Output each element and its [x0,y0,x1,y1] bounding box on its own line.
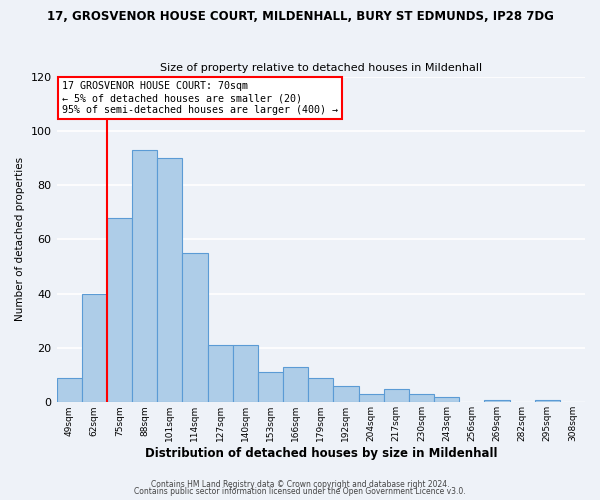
Bar [56,378,82,402]
Text: Contains HM Land Registry data © Crown copyright and database right 2024.: Contains HM Land Registry data © Crown c… [151,480,449,489]
Bar [258,372,283,402]
X-axis label: Distribution of detached houses by size in Mildenhall: Distribution of detached houses by size … [145,447,497,460]
Bar [334,386,359,402]
Text: Contains public sector information licensed under the Open Government Licence v3: Contains public sector information licen… [134,487,466,496]
Y-axis label: Number of detached properties: Number of detached properties [15,158,25,322]
Bar [383,388,409,402]
Bar [132,150,157,403]
Bar [182,253,208,402]
Bar [82,294,107,403]
Text: 17 GROSVENOR HOUSE COURT: 70sqm
← 5% of detached houses are smaller (20)
95% of : 17 GROSVENOR HOUSE COURT: 70sqm ← 5% of … [62,82,338,114]
Bar [484,400,509,402]
Bar [535,400,560,402]
Bar [233,346,258,403]
Bar [157,158,182,402]
Bar [359,394,383,402]
Bar [434,397,459,402]
Bar [208,346,233,403]
Text: 17, GROSVENOR HOUSE COURT, MILDENHALL, BURY ST EDMUNDS, IP28 7DG: 17, GROSVENOR HOUSE COURT, MILDENHALL, B… [47,10,553,23]
Bar [308,378,334,402]
Bar [283,367,308,402]
Title: Size of property relative to detached houses in Mildenhall: Size of property relative to detached ho… [160,63,482,73]
Bar [409,394,434,402]
Bar [107,218,132,402]
